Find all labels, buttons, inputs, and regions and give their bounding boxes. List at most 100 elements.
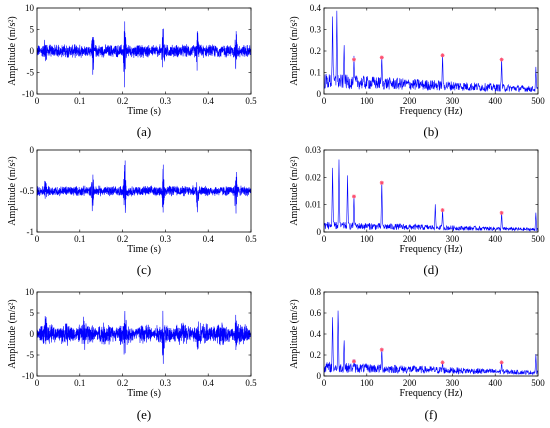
x-tick-label: 0.4: [203, 378, 215, 388]
x-tick-label: 0.4: [203, 96, 215, 106]
panel-label: (b): [423, 124, 438, 139]
chart-panel-e: 0 0.1 0.2 0.3 0.4 0.5 -10 -5 0 5 10 Time (s) Amplitu…: [7, 287, 257, 422]
y-tick-label: 0.8: [310, 287, 322, 297]
series-line: [37, 160, 251, 214]
chart-panel-a: 0 0.1 0.2 0.3 0.4 0.5 -10 -5 0 5 10 Time (s) Amplitu…: [7, 3, 257, 139]
y-tick-label: 0.3: [310, 25, 322, 35]
peak-marker: [379, 347, 384, 352]
x-tick-label: 400: [488, 378, 502, 388]
x-tick-label: 0.3: [160, 234, 172, 244]
y-axis-label: Amplitude (m/s²): [289, 16, 300, 85]
y-axis-label: Amplitude (m/s²): [7, 156, 18, 225]
y-tick-label: 10: [25, 287, 35, 297]
peak-marker: [379, 180, 384, 185]
peak-marker: [499, 360, 504, 365]
y-tick-label: 0.2: [310, 46, 321, 56]
y-tick-label: -1: [27, 227, 35, 237]
peak-marker: [351, 359, 356, 364]
y-tick-label: 0: [30, 329, 35, 339]
x-axis-label: Frequency (Hz): [399, 106, 462, 117]
y-tick-label: 0: [30, 46, 35, 56]
peak-marker: [499, 57, 504, 62]
series-line: [37, 310, 251, 364]
x-axis-label: Frequency (Hz): [399, 244, 462, 255]
x-tick-label: 500: [531, 378, 545, 388]
x-tick-label: 0: [322, 378, 327, 388]
x-tick-label: 0.2: [117, 378, 128, 388]
peak-marker: [379, 55, 384, 60]
y-tick-label: 0.4: [310, 329, 322, 339]
y-tick-label: 5: [30, 308, 35, 318]
y-axis-label: Amplitude (m/s²): [7, 299, 18, 368]
x-tick-label: 400: [488, 234, 502, 244]
y-axis-label: Amplitude (m/s²): [289, 156, 300, 225]
y-tick-label: 0.2: [310, 350, 321, 360]
x-tick-label: 0.1: [74, 234, 85, 244]
y-tick-label: 0: [317, 227, 322, 237]
y-tick-label: 0: [317, 89, 322, 99]
x-tick-label: 300: [446, 96, 460, 106]
y-tick-label: 5: [30, 25, 35, 35]
y-tick-label: -5: [27, 350, 35, 360]
x-tick-label: 300: [446, 378, 460, 388]
chart-panel-f: 0 100 200 300 400 500 0 0.2 0.4 0.6 0.8 Frequency (…: [289, 287, 545, 422]
y-tick-label: -0.5: [20, 186, 35, 196]
chart-panel-c: 0 0.1 0.2 0.3 0.4 0.5 -1 -0.5 0 Time (s) Amplitude…: [7, 145, 257, 277]
y-tick-label: -10: [22, 89, 34, 99]
x-tick-label: 400: [488, 96, 502, 106]
y-tick-label: 0.03: [305, 145, 321, 155]
y-tick-label: 0.6: [310, 308, 322, 318]
x-tick-label: 0: [35, 96, 40, 106]
peak-marker: [440, 208, 445, 213]
y-tick-label: 10: [25, 3, 35, 13]
x-tick-label: 200: [403, 378, 417, 388]
y-tick-label: 0.4: [310, 3, 322, 13]
peak-marker: [440, 360, 445, 365]
peak-marker: [351, 194, 356, 199]
x-tick-label: 100: [360, 234, 374, 244]
x-tick-label: 0.2: [117, 96, 128, 106]
x-tick-label: 100: [360, 96, 374, 106]
panel-label: (c): [137, 262, 151, 277]
x-tick-label: 300: [446, 234, 460, 244]
x-axis-label: Frequency (Hz): [399, 388, 462, 399]
x-tick-label: 0: [35, 234, 40, 244]
x-tick-label: 0.5: [245, 234, 257, 244]
chart-panel-d: 0 100 200 300 400 500 0 0.01 0.02 0.03 Frequency (…: [289, 145, 545, 277]
y-tick-label: 0.02: [305, 172, 321, 182]
x-tick-label: 0.1: [74, 378, 85, 388]
x-tick-label: 0: [35, 378, 40, 388]
x-tick-label: 0.1: [74, 96, 85, 106]
series-line: [324, 159, 538, 232]
panel-label: (d): [423, 262, 438, 277]
x-tick-label: 0.3: [160, 378, 172, 388]
series-line: [324, 310, 538, 376]
axes-frame: [323, 291, 539, 377]
series-line: [37, 21, 251, 88]
x-tick-label: 0.4: [203, 234, 215, 244]
x-tick-label: 500: [531, 96, 545, 106]
x-axis-label: Time (s): [127, 244, 161, 255]
y-tick-label: -10: [22, 371, 34, 381]
x-tick-label: 0: [322, 96, 327, 106]
axes-frame: [323, 149, 539, 233]
peak-marker: [440, 53, 445, 58]
y-tick-label: -5: [27, 68, 35, 78]
y-axis-label: Amplitude (m/s²): [7, 16, 18, 85]
x-axis-label: Time (s): [127, 106, 161, 117]
y-tick-label: 0.01: [305, 200, 321, 210]
x-tick-label: 200: [403, 96, 417, 106]
panel-label: (a): [137, 124, 151, 139]
y-axis-label: Amplitude (m/s²): [289, 299, 300, 368]
x-tick-label: 0.5: [245, 96, 257, 106]
peak-marker: [499, 210, 504, 215]
panel-label: (f): [425, 407, 438, 422]
x-tick-label: 0.5: [245, 378, 257, 388]
x-tick-label: 100: [360, 378, 374, 388]
y-tick-label: 0.1: [310, 68, 321, 78]
series-line: [324, 10, 538, 93]
y-tick-label: 0: [30, 145, 35, 155]
x-tick-label: 0: [322, 234, 327, 244]
chart-panel-b: 0 100 200 300 400 500 0 0.1 0.2 0.3 0.4 Frequency (…: [289, 3, 545, 139]
